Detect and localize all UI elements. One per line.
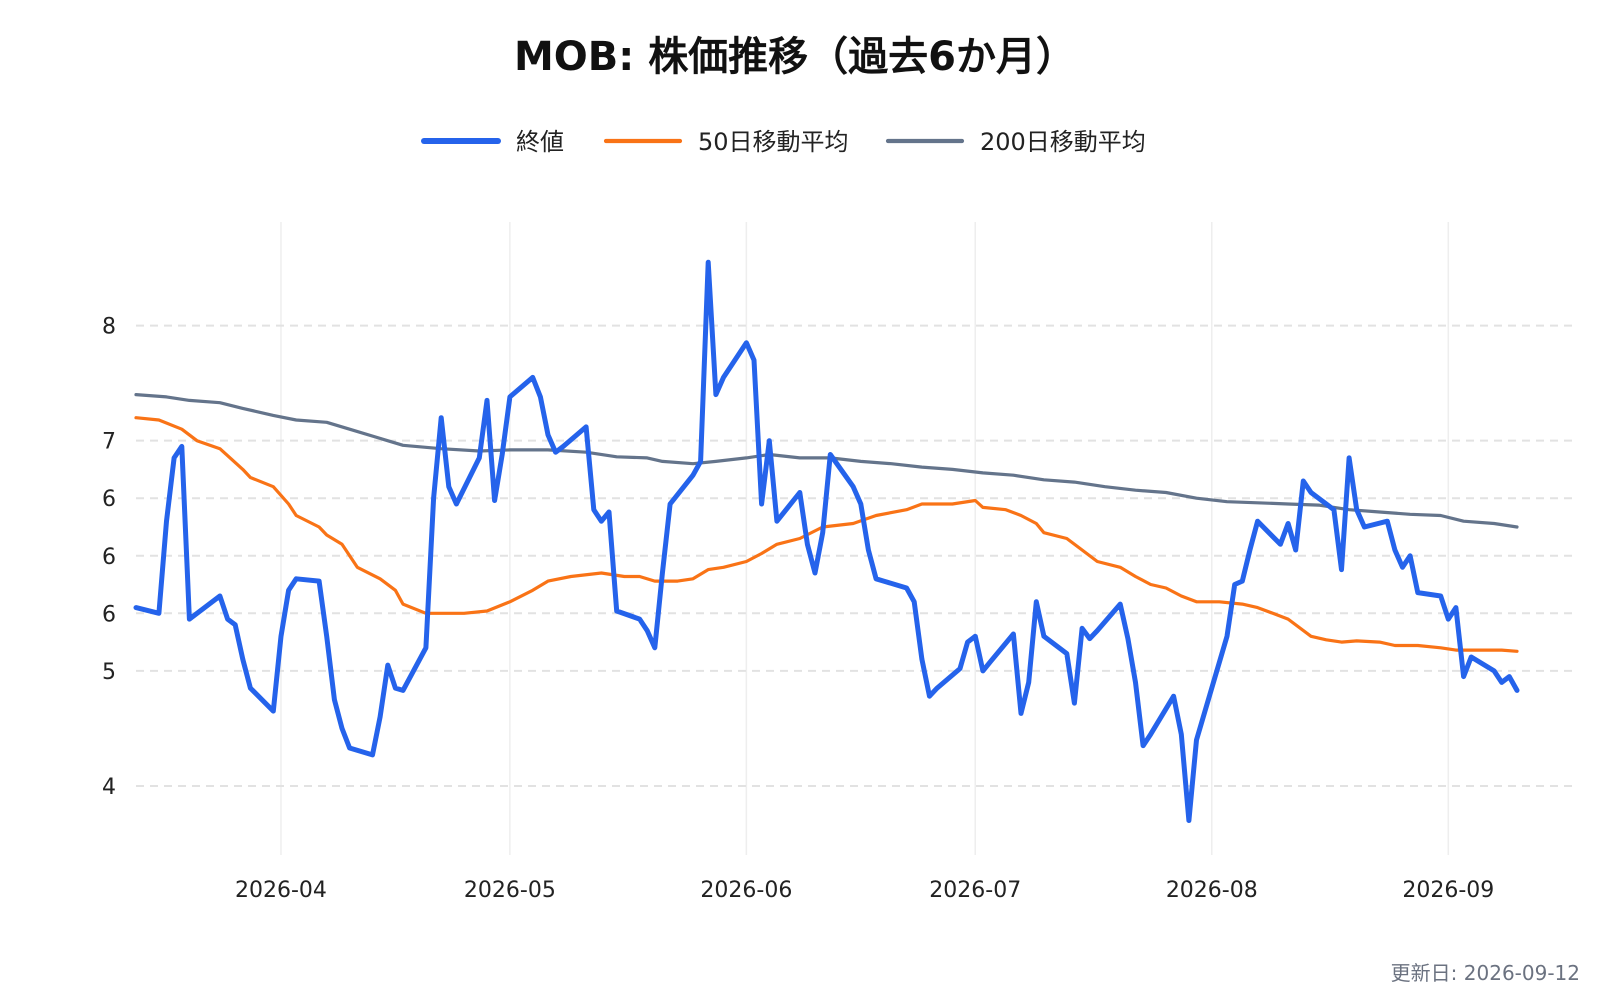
series-line-close: [133, 259, 1520, 823]
y-tick-label: 4: [102, 775, 116, 800]
x-tick-label: 2026-09: [1402, 878, 1494, 903]
y-tick-label: 5: [102, 660, 116, 685]
grid-layer: [136, 222, 1578, 855]
y-tick-label: 8: [102, 315, 116, 340]
legend-label: 50日移動平均: [698, 128, 849, 156]
axis-layer: 2026-04 2026-05 2026-06 2026-07 2026-08 2026-…: [102, 315, 1494, 903]
x-tick-label: 2026-07: [929, 878, 1021, 903]
x-tick-label: 2026-06: [700, 878, 792, 903]
legend-label: 終値: [516, 128, 564, 156]
y-tick-label: 7: [102, 430, 116, 455]
updated-date: 更新日: 2026-09-12: [1391, 961, 1580, 985]
legend: 終値 50日移動平均 200日移動平均: [421, 128, 1146, 156]
y-tick-label: 6: [102, 545, 116, 570]
x-tick-label: 2026-05: [464, 878, 556, 903]
series-line-ma200: [134, 393, 1519, 529]
x-tick-label: 2026-04: [235, 878, 327, 903]
series-layer: [133, 259, 1520, 823]
y-tick-label: 6: [102, 602, 116, 627]
chart-title: MOB: 株価推移（過去6か月）: [514, 34, 1076, 80]
x-tick-label: 2026-08: [1166, 878, 1258, 903]
series-line-ma50: [134, 416, 1519, 653]
legend-label: 200日移動平均: [980, 128, 1146, 156]
y-tick-label: 6: [102, 487, 116, 512]
